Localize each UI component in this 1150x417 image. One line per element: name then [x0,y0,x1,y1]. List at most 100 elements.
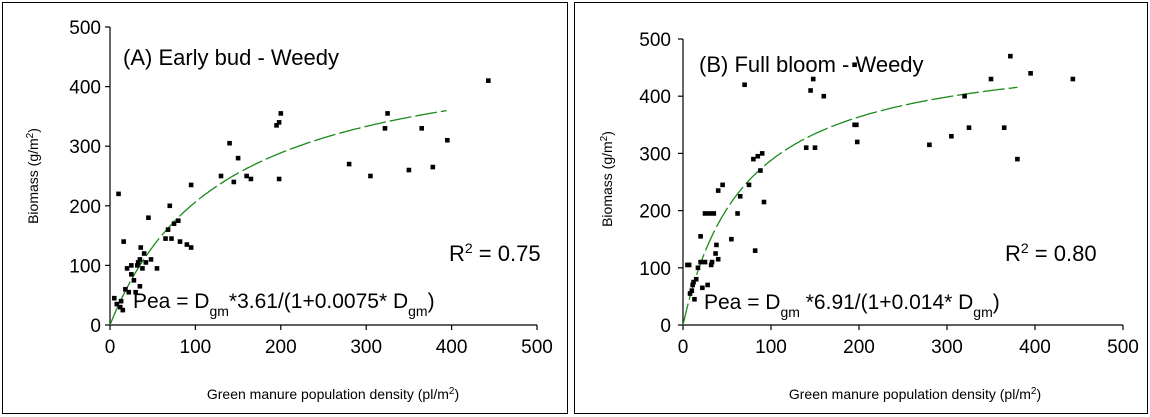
data-point [114,301,120,307]
data-point [698,234,703,239]
data-point [808,88,813,93]
data-point [126,289,132,295]
data-point [687,291,693,296]
data-point [1070,76,1076,82]
data-point [188,182,194,188]
data-point [419,126,425,131]
data-point [138,245,144,250]
data-point [120,307,126,313]
data-point [244,173,249,179]
panel-label: (B) Full bloom - Weedy [699,52,924,77]
x-tick-label: 0 [105,337,116,358]
data-point [761,199,767,205]
data-point [148,257,154,262]
data-point [137,283,143,289]
data-point [714,242,719,248]
scatter-chart-b: 0 100 200 300 400 500 0 100 200 300 400 500 Green ma… [599,30,1139,403]
data-point [176,218,181,223]
data-point [735,211,740,216]
data-point [988,76,994,82]
data-point [430,164,436,170]
data-point [702,259,708,265]
data-point [713,251,718,256]
y-tick-label: 200 [69,197,101,218]
data-point [135,263,140,268]
data-point [686,262,692,268]
x-tick-label: 500 [1107,337,1139,358]
y-tick-label: 200 [639,202,671,223]
chart-panel-b: 0 100 200 300 400 500 0 100 200 300 400 500 Green ma… [574,2,1148,414]
data-point [154,266,160,271]
data-point [949,133,954,139]
data-point [141,251,147,256]
x-tick-label: 100 [180,337,212,358]
y-axis-title: Biomass (g/m2) [599,131,616,227]
data-point [742,82,747,88]
data-point [123,286,128,292]
data-point [689,288,695,293]
data-point [248,176,254,182]
data-point [135,260,141,265]
data-point [1001,125,1007,130]
data-point [276,176,282,182]
y-tick-label: 400 [639,87,671,108]
y-tick-label: 400 [69,78,101,99]
y-tick-label: 300 [69,137,101,158]
x-tick-label: 300 [350,337,382,358]
scatter-chart-a: 0 100 200 300 400 500 0 100 200 300 400 500 Green ma… [25,18,553,403]
data-point [140,266,145,271]
data-point [752,248,758,253]
data-point [690,282,695,288]
r-squared-label: R2 = 0.75 [449,240,541,266]
data-point [751,156,756,162]
data-point [111,295,117,301]
data-point [702,211,708,216]
data-point [705,282,710,288]
data-point [693,276,699,282]
y-tick-label: 0 [660,316,671,337]
data-point [218,173,224,179]
data-point [227,140,232,146]
x-tick-label: 200 [265,337,297,358]
data-point [165,227,171,232]
data-point [167,203,173,209]
data-point [692,296,697,302]
x-tick-label: 200 [843,337,875,358]
data-point [146,215,151,221]
data-point [486,78,491,83]
r-squared-label: R2 = 0.80 [1005,240,1097,266]
data-point [276,120,282,125]
data-point [231,179,237,185]
y-tick-label: 100 [69,256,101,277]
data-point [184,242,190,247]
x-tick-label: 0 [678,337,689,358]
data-point [124,266,130,271]
data-point [715,256,721,262]
data-point [854,139,860,145]
data-point [121,239,126,244]
data-point [810,76,816,82]
data-point [759,151,765,156]
data-point [177,239,183,244]
data-point [131,278,137,283]
x-axis-title: Green manure population density (pl/m2) [789,386,1041,403]
data-point [1008,53,1013,59]
data-point [1015,156,1020,162]
data-point [1028,71,1033,76]
data-point [803,145,809,150]
data-point [695,265,701,271]
fitted-curve [682,86,1018,326]
x-axis-title: Green manure population density (pl/m2) [207,386,459,403]
data-point [382,126,388,131]
data-point [698,259,703,265]
data-point [235,155,241,161]
data-point [274,123,279,128]
y-axis-title: Biomass (g/m2) [25,128,42,224]
x-tick-label: 400 [1019,337,1051,358]
data-point [171,221,177,226]
data-point [737,194,743,199]
data-point [129,272,134,277]
panel-label: (A) Early bud - Weedy [123,45,339,70]
data-point [137,257,143,262]
data-point [163,236,168,241]
